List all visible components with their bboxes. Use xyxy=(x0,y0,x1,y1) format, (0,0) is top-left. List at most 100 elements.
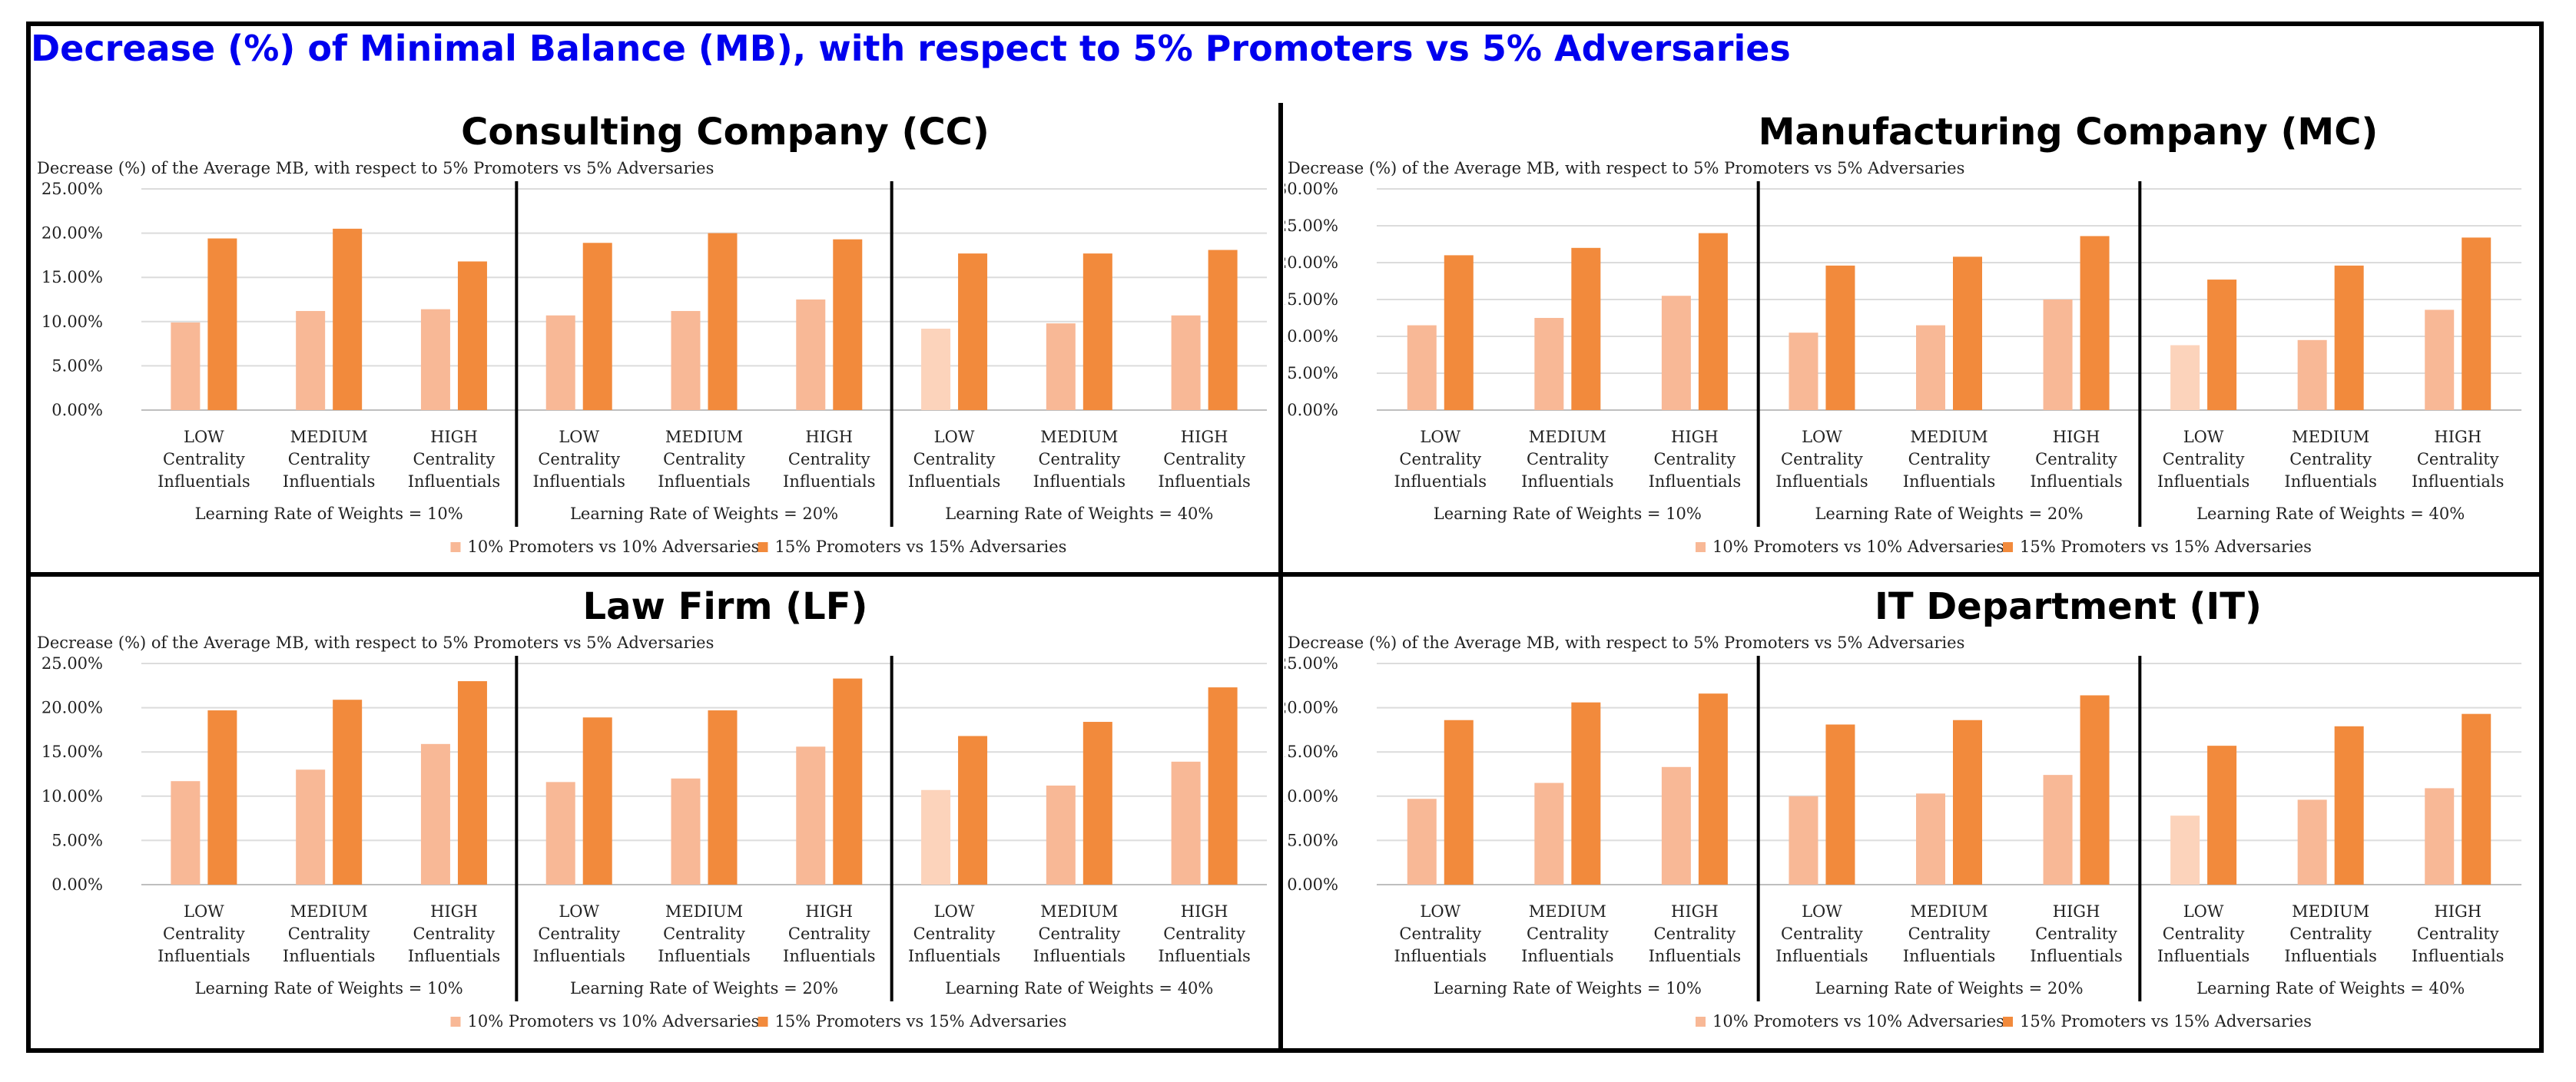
x-category-sublabel: Influentials xyxy=(1649,472,1741,491)
group-label: Learning Rate of Weights = 40% xyxy=(2196,979,2465,998)
x-category-label: HIGH xyxy=(2434,902,2482,921)
x-category-label: HIGH xyxy=(2053,428,2100,446)
bar-series2 xyxy=(1825,265,1855,410)
bar-series1 xyxy=(796,299,826,410)
x-category-label: HIGH xyxy=(1671,428,1719,446)
bar-series2 xyxy=(582,243,612,410)
bar-series2 xyxy=(1825,724,1855,885)
bar-series1 xyxy=(420,743,450,885)
y-tick-label: 0.00% xyxy=(1287,875,1338,894)
x-category-label: LOW xyxy=(2183,428,2224,446)
x-category-label: MEDIUM xyxy=(1910,428,1988,446)
legend-swatch-series2 xyxy=(758,542,768,552)
x-category-sublabel: Centrality xyxy=(413,450,496,468)
x-category-sublabel: Centrality xyxy=(1163,925,1245,943)
x-category-label: MEDIUM xyxy=(290,902,368,921)
x-category-sublabel: Influentials xyxy=(783,472,875,491)
legend-swatch-series1 xyxy=(1696,1017,1706,1027)
bar-series1 xyxy=(1916,325,1945,410)
bar-series1 xyxy=(420,309,450,410)
x-category-sublabel: Centrality xyxy=(2289,450,2372,468)
chart-title: Manufacturing Company (MC) xyxy=(1759,111,2379,154)
y-tick-label: 15.00% xyxy=(1285,743,1338,761)
y-tick-label: 25.00% xyxy=(1285,217,1338,235)
x-category-sublabel: Centrality xyxy=(1399,925,1481,943)
bar-series2 xyxy=(833,678,863,885)
x-category-label: HIGH xyxy=(805,428,853,446)
y-tick-label: 15.00% xyxy=(41,268,103,286)
y-tick-label: 25.00% xyxy=(41,180,103,198)
legend-label-series2: 15% Promoters vs 15% Adversaries xyxy=(2020,538,2312,556)
x-category-sublabel: Centrality xyxy=(1527,450,1609,468)
y-tick-label: 20.00% xyxy=(1285,253,1338,272)
x-category-sublabel: Influentials xyxy=(908,472,1000,491)
y-tick-label: 30.00% xyxy=(1285,180,1338,198)
chart-consulting-company: Consulting Company (CC) Decrease (%) of t… xyxy=(37,111,1267,556)
x-category-sublabel: Centrality xyxy=(413,925,496,943)
bar-series2 xyxy=(1444,255,1474,410)
group-label: Learning Rate of Weights = 20% xyxy=(1815,979,2083,998)
bar-series1 xyxy=(1661,766,1691,885)
bar-series1 xyxy=(545,782,575,885)
y-tick-label: 5.00% xyxy=(51,831,103,849)
bar-series1 xyxy=(296,310,326,410)
bar-series1 xyxy=(171,322,201,410)
bar-series1 xyxy=(545,315,575,410)
legend-label-series2: 15% Promoters vs 15% Adversaries xyxy=(775,538,1067,556)
x-category-sublabel: Centrality xyxy=(2417,450,2499,468)
x-category-sublabel: Influentials xyxy=(1521,947,1613,965)
x-category-sublabel: Centrality xyxy=(2035,450,2117,468)
x-category-label: MEDIUM xyxy=(1529,428,1606,446)
bar-series2 xyxy=(2462,237,2491,410)
bar-series2 xyxy=(2334,265,2364,410)
x-category-label: MEDIUM xyxy=(1040,902,1118,921)
group-label: Learning Rate of Weights = 20% xyxy=(570,979,838,998)
x-category-label: LOW xyxy=(934,428,975,446)
x-category-sublabel: Centrality xyxy=(788,925,870,943)
chart-law-firm: Law Firm (LF) Decrease (%) of the Average… xyxy=(37,585,1267,1031)
bar-series1 xyxy=(296,769,326,885)
legend-swatch-series1 xyxy=(1696,542,1706,552)
x-category-sublabel: Centrality xyxy=(2035,925,2117,943)
bar-series1 xyxy=(1534,783,1564,885)
bar-series2 xyxy=(2207,280,2237,410)
group-label: Learning Rate of Weights = 20% xyxy=(1815,505,2083,523)
bar-series2 xyxy=(582,717,612,885)
chart-subtitle: Decrease (%) of the Average MB, with res… xyxy=(1288,634,1964,652)
y-tick-label: 5.00% xyxy=(1287,364,1338,382)
x-category-label: MEDIUM xyxy=(1910,902,1988,921)
x-category-label: MEDIUM xyxy=(665,428,743,446)
y-tick-label: 20.00% xyxy=(1285,699,1338,717)
bar-series1 xyxy=(2297,799,2327,885)
x-category-sublabel: Influentials xyxy=(1394,947,1487,965)
x-category-label: HIGH xyxy=(805,902,853,921)
bar-series1 xyxy=(1407,325,1437,410)
bar-series2 xyxy=(2334,726,2364,885)
x-category-label: HIGH xyxy=(1181,428,1228,446)
x-category-label: LOW xyxy=(2183,902,2224,921)
x-category-sublabel: Influentials xyxy=(157,472,250,491)
y-tick-label: 15.00% xyxy=(1285,290,1338,309)
bar-series1 xyxy=(2043,775,2073,885)
x-category-sublabel: Centrality xyxy=(538,925,620,943)
x-category-sublabel: Centrality xyxy=(2163,925,2245,943)
bar-series2 xyxy=(457,261,487,410)
x-category-label: LOW xyxy=(1420,428,1460,446)
x-category-sublabel: Centrality xyxy=(913,925,996,943)
x-category-label: MEDIUM xyxy=(2292,902,2369,921)
group-label: Learning Rate of Weights = 10% xyxy=(1434,979,1702,998)
x-category-sublabel: Centrality xyxy=(1781,925,1863,943)
bar-series2 xyxy=(1208,250,1238,410)
x-category-sublabel: Centrality xyxy=(163,450,245,468)
x-category-sublabel: Influentials xyxy=(1158,947,1250,965)
bar-series2 xyxy=(958,736,988,885)
x-category-label: HIGH xyxy=(1671,902,1719,921)
x-category-label: MEDIUM xyxy=(1040,428,1118,446)
bar-series2 xyxy=(457,681,487,885)
y-tick-label: 15.00% xyxy=(41,743,103,761)
x-category-sublabel: Influentials xyxy=(532,472,625,491)
legend-swatch-series2 xyxy=(2003,1017,2013,1027)
x-category-sublabel: Influentials xyxy=(532,947,625,965)
x-category-label: LOW xyxy=(559,902,599,921)
bar-series2 xyxy=(1082,253,1112,410)
